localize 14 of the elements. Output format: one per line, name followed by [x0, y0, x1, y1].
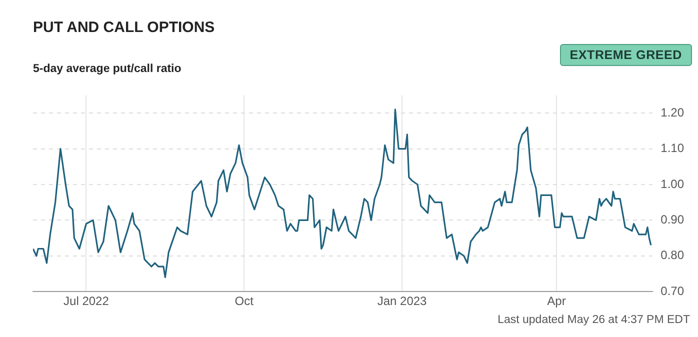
- text: Last updated May 26 at 4:37 PM EDT: [498, 314, 690, 326]
- y-tick-label: 0.80: [660, 248, 684, 262]
- x-tick-label: Jul 2022: [64, 294, 110, 308]
- chart-title: PUT AND CALL OPTIONS: [33, 19, 215, 36]
- y-tick-label: 0.90: [660, 212, 684, 226]
- x-tick-label: Oct: [234, 294, 254, 308]
- y-tick-label: 1.10: [660, 141, 684, 156]
- text: EXTREME GREED: [560, 44, 692, 66]
- y-tick-label: 1.00: [660, 176, 684, 191]
- chart-subtitle: 5-day average put/call ratio: [33, 63, 182, 75]
- x-tick-label: Apr: [547, 294, 566, 308]
- x-tick-label: Jan 2023: [377, 294, 428, 308]
- y-tick-label: 1.20: [660, 105, 684, 120]
- y-tick-label: 0.70: [660, 284, 684, 298]
